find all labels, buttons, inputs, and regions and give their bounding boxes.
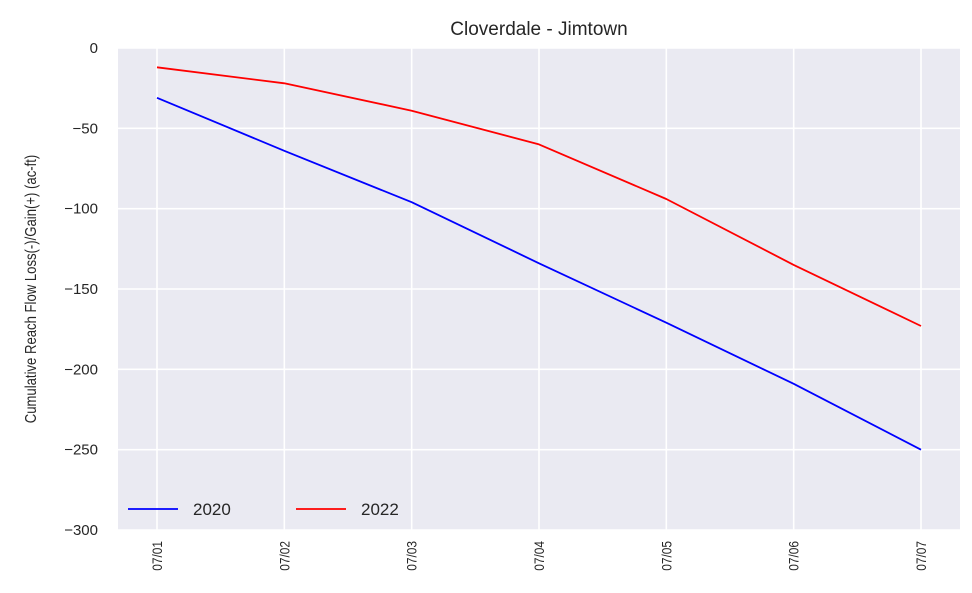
y-tick-label: −50: [73, 120, 98, 137]
y-tick-label: −100: [64, 201, 98, 218]
x-tick-label: 07/06: [786, 541, 802, 571]
x-tick-label: 07/04: [531, 541, 547, 571]
legend-label-2022: 2022: [361, 500, 399, 519]
y-tick-label: −200: [64, 361, 98, 378]
series-line-2020: [156, 96, 922, 451]
legend: 2020 2022: [128, 500, 399, 519]
y-tick-labels: 0 −50 −100 −150 −200 −250 −300: [64, 40, 98, 539]
x-tick-label: 07/02: [276, 541, 292, 571]
y-tick-label: −250: [64, 442, 98, 459]
x-tick-label: 07/01: [149, 541, 165, 571]
y-tick-label: −150: [64, 281, 98, 298]
x-tick-label: 07/05: [658, 541, 674, 571]
legend-label-2020: 2020: [193, 500, 231, 519]
x-tick-label: 07/07: [913, 541, 929, 571]
series-lines: [156, 66, 922, 451]
y-tick-label: −300: [64, 522, 98, 539]
x-tick-labels: 07/01 07/02 07/03 07/04 07/05 07/06 07/07: [149, 541, 929, 571]
chart-title: Cloverdale - Jimtown: [450, 19, 627, 40]
x-tick-label: 07/03: [404, 541, 420, 571]
series-line-2022: [156, 66, 922, 327]
x-gridlines: [156, 48, 922, 530]
y-tick-label: 0: [90, 40, 98, 57]
y-axis-label: Cumulative Reach Flow Loss(-)/Gain(+) (a…: [23, 155, 40, 424]
